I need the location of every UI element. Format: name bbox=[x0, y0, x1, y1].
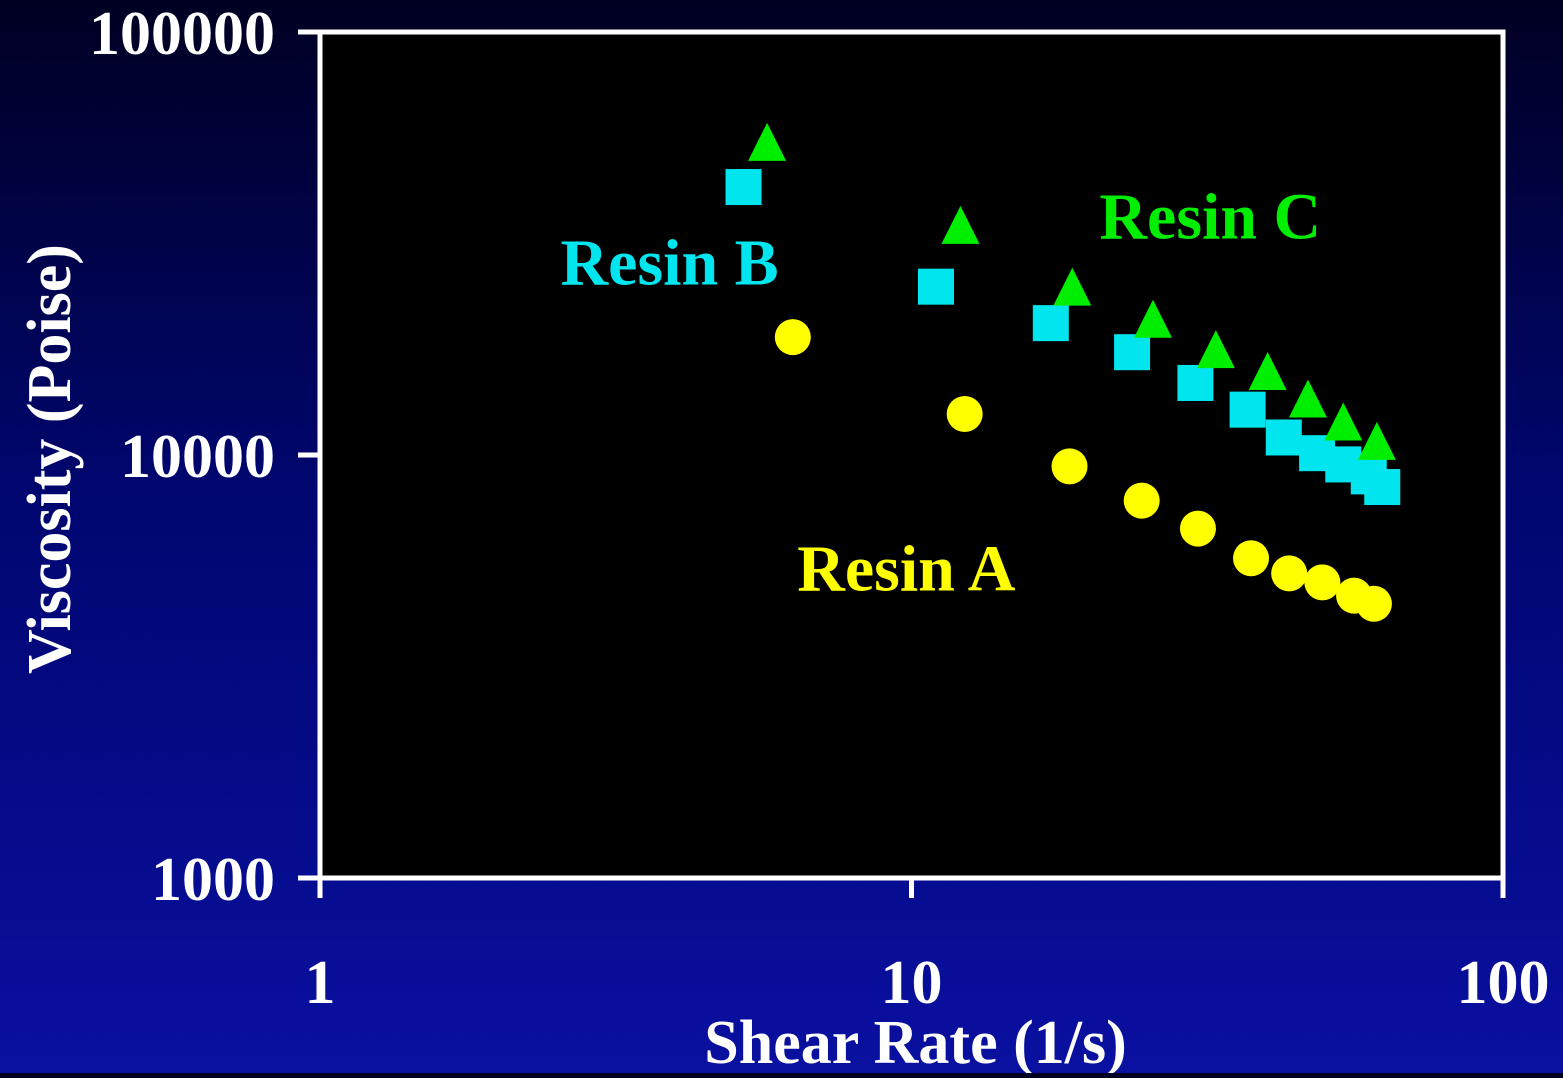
y-tick-label: 10000 bbox=[120, 423, 275, 491]
data-point-square bbox=[725, 169, 762, 206]
series-labels: Resin A Resin B Resin C bbox=[561, 180, 1322, 605]
data-point-triangle bbox=[1288, 379, 1327, 418]
data-point-circle bbox=[1355, 585, 1392, 622]
data-point-circle bbox=[774, 319, 811, 356]
data-point-circle bbox=[1271, 555, 1308, 592]
series-label-resin-b: Resin B bbox=[561, 226, 779, 299]
series-label-resin-a: Resin A bbox=[797, 533, 1016, 606]
data-point-circle bbox=[1304, 564, 1341, 601]
series-resin-a bbox=[774, 319, 1392, 622]
data-point-circle bbox=[1123, 482, 1160, 519]
data-point-square bbox=[1229, 391, 1266, 428]
tick-labels: 1000 10000 100000 1 10 100 bbox=[89, 0, 1550, 1017]
data-point-square bbox=[1032, 305, 1069, 342]
y-axis-title: Viscosity (Poise) bbox=[16, 244, 84, 674]
x-tick-label: 1 bbox=[305, 949, 336, 1017]
data-point-circle bbox=[1233, 540, 1270, 577]
series-resin-c bbox=[748, 122, 1396, 460]
data-point-circle bbox=[1051, 448, 1088, 485]
series-resin-b bbox=[725, 169, 1401, 506]
y-tick-label: 100000 bbox=[89, 0, 275, 68]
data-point-triangle bbox=[1248, 351, 1287, 390]
data-point-triangle bbox=[1357, 421, 1396, 460]
data-point-square bbox=[1265, 419, 1302, 456]
x-tick-label: 10 bbox=[881, 949, 943, 1017]
data-point-square bbox=[1364, 469, 1401, 506]
data-point-triangle bbox=[1133, 299, 1172, 338]
data-marks bbox=[725, 122, 1401, 622]
data-point-triangle bbox=[941, 205, 980, 244]
data-point-triangle bbox=[748, 122, 787, 161]
data-point-square bbox=[917, 268, 954, 305]
y-tick-label: 1000 bbox=[151, 846, 275, 914]
data-point-square bbox=[1114, 334, 1151, 371]
data-point-triangle bbox=[1053, 267, 1092, 306]
data-point-circle bbox=[946, 396, 983, 433]
axes bbox=[298, 29, 1506, 898]
data-point-triangle bbox=[1196, 330, 1235, 369]
x-axis-title: Shear Rate (1/s) bbox=[704, 1009, 1126, 1073]
data-point-triangle bbox=[1324, 402, 1363, 441]
x-tick-label: 100 bbox=[1457, 949, 1550, 1017]
series-label-resin-c: Resin C bbox=[1099, 180, 1321, 253]
data-point-circle bbox=[1179, 510, 1216, 547]
data-point-square bbox=[1177, 364, 1214, 401]
